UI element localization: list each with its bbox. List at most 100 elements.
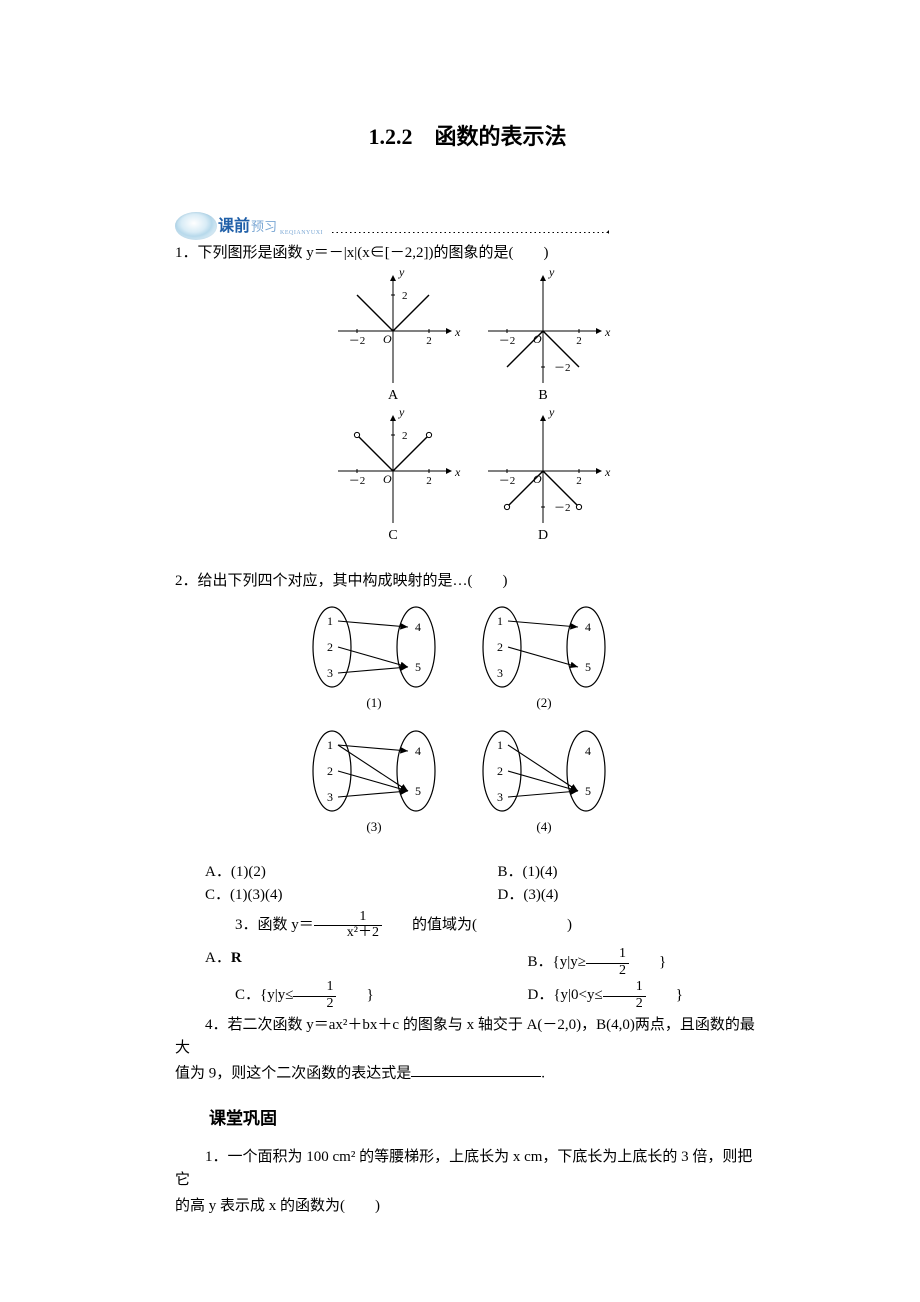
q3-opt-d-num: 1	[603, 980, 646, 997]
svg-text:4: 4	[585, 744, 591, 758]
q2-stem: 2．给出下列四个对应，其中构成映射的是…( )	[175, 570, 760, 593]
q3-opt-c-pre: C．{y|y≤	[205, 984, 293, 1007]
banner-big: 课前	[218, 215, 250, 240]
q3-opt-c-frac: 1 2	[293, 980, 336, 1011]
q3-suf: )	[537, 914, 572, 937]
svg-text:D: D	[537, 528, 547, 543]
banner-text: 课前 预习 KEQIANYUXI	[218, 215, 323, 240]
banner-dotted-line	[329, 228, 609, 236]
q3-opt-b-frac: 1 2	[586, 947, 629, 978]
q3-opt-d-den: 2	[603, 997, 646, 1012]
q3-opt-c-suf: }	[336, 984, 373, 1007]
svg-text:－2: －2	[554, 502, 571, 514]
q2-suffix: )	[503, 573, 508, 589]
q3-pre: 3．函数 y＝	[205, 914, 314, 937]
svg-text:4: 4	[415, 620, 421, 634]
svg-text:2: 2	[497, 764, 503, 778]
svg-text:O: O	[383, 332, 392, 346]
svg-text:2: 2	[576, 335, 582, 347]
q3-frac-num: 1	[314, 910, 382, 927]
svg-text:3: 3	[497, 666, 503, 680]
q4-line2: 值为 9，则这个二次函数的表达式是.	[175, 1062, 760, 1086]
svg-text:3: 3	[327, 666, 333, 680]
q2-opt-d: D．(3)(4)	[468, 884, 761, 907]
svg-text:(1): (1)	[366, 695, 381, 710]
svg-text:x: x	[454, 465, 461, 479]
svg-text:－2: －2	[498, 475, 515, 487]
q2-figures: 12345(1)12345(2)12345(3)12345(4)	[175, 597, 760, 859]
svg-text:(3): (3)	[366, 819, 381, 834]
q2-opt-c: C．(1)(3)(4)	[175, 884, 468, 907]
q2-text: 2．给出下列四个对应，其中构成映射的是…(	[175, 573, 473, 589]
svg-text:1: 1	[497, 738, 503, 752]
svg-text:－2: －2	[554, 362, 571, 374]
svg-text:2: 2	[327, 764, 333, 778]
svg-text:x: x	[604, 465, 611, 479]
svg-text:y: y	[548, 269, 555, 279]
svg-text:y: y	[398, 269, 405, 279]
banner-small: 预习	[251, 217, 277, 237]
svg-text:4: 4	[415, 744, 421, 758]
svg-text:1: 1	[327, 614, 333, 628]
svg-text:5: 5	[415, 660, 421, 674]
svg-text:1: 1	[497, 614, 503, 628]
q3-stem: 3．函数 y＝ 1 x²＋2 的值域为( )	[175, 910, 760, 941]
q3-opt-c: C．{y|y≤ 1 2 }	[175, 980, 468, 1011]
svg-text:－2: －2	[348, 475, 365, 487]
q3-opt-a-label: A．	[205, 950, 231, 966]
svg-text:(2): (2)	[536, 695, 551, 710]
s2q1-line2-suf: )	[375, 1198, 380, 1214]
svg-text:B: B	[538, 388, 547, 403]
s2q1-line2: 的高 y 表示成 x 的函数为( )	[175, 1195, 760, 1218]
q3-opt-a: A．R	[175, 947, 468, 978]
q4-line2-suf: .	[541, 1065, 545, 1081]
svg-text:x: x	[454, 325, 461, 339]
q2-options: A．(1)(2) B．(1)(4) C．(1)(3)(4) D．(3)(4)	[175, 861, 760, 908]
section-consolidate: 课堂巩固	[209, 1106, 760, 1132]
preview-banner: 课前 预习 KEQIANYUXI	[175, 212, 760, 240]
q3-mid: 的值域为(	[382, 914, 477, 937]
q3-opt-b-suf: }	[629, 951, 666, 974]
svg-text:3: 3	[497, 790, 503, 804]
swirl-icon	[175, 212, 217, 240]
svg-text:2: 2	[402, 430, 408, 442]
svg-text:x: x	[604, 325, 611, 339]
q2-opt-b: B．(1)(4)	[468, 861, 761, 884]
q2-opt-a: A．(1)(2)	[175, 861, 468, 884]
svg-text:y: y	[548, 405, 555, 419]
q3-opt-c-den: 2	[293, 997, 336, 1012]
svg-text:5: 5	[585, 784, 591, 798]
q3-options-row1: A．R B．{y|y≥ 1 2 }	[175, 947, 760, 978]
svg-text:3: 3	[327, 790, 333, 804]
svg-text:C: C	[388, 528, 397, 543]
s2q1-line2-pre: 的高 y 表示成 x 的函数为(	[175, 1198, 345, 1214]
s2q1-line1: 1．一个面积为 100 cm² 的等腰梯形，上底长为 x cm，下底长为上底长的…	[175, 1146, 760, 1193]
banner-pinyin: KEQIANYUXI	[280, 229, 323, 238]
q1-stem: 1．下列图形是函数 y＝－|x|(x∈[－2,2])的图象的是( )	[175, 242, 760, 265]
q1-suffix: )	[543, 245, 548, 261]
q1-figures: －222OxyA－22－2OxyB－222OxyC－22－2OxyD	[175, 269, 760, 567]
svg-text:5: 5	[585, 660, 591, 674]
svg-text:5: 5	[415, 784, 421, 798]
svg-text:A: A	[387, 388, 398, 403]
q3-opt-d-pre: D．{y|0<y≤	[498, 984, 603, 1007]
q3-opt-b-num: 1	[586, 947, 629, 964]
svg-text:1: 1	[327, 738, 333, 752]
q3-opt-c-num: 1	[293, 980, 336, 997]
q3-frac-den: x²＋2	[314, 926, 382, 941]
svg-text:4: 4	[585, 620, 591, 634]
q3-opt-d-frac: 1 2	[603, 980, 646, 1011]
svg-text:－2: －2	[498, 335, 515, 347]
svg-text:O: O	[383, 472, 392, 486]
q3-opt-a-bold: R	[231, 950, 242, 966]
svg-text:(4): (4)	[536, 819, 551, 834]
page-title: 1.2.2 函数的表示法	[175, 120, 760, 154]
svg-text:2: 2	[426, 335, 432, 347]
svg-text:2: 2	[426, 475, 432, 487]
q4-blank	[411, 1062, 541, 1077]
svg-text:2: 2	[576, 475, 582, 487]
q1-text: 1．下列图形是函数 y＝－|x|(x∈[－2,2])的图象的是(	[175, 245, 513, 261]
q4-line1: 4．若二次函数 y＝ax²＋bx＋c 的图象与 x 轴交于 A(－2,0)，B(…	[175, 1014, 760, 1061]
q3-opt-b-pre: B．{y|y≥	[498, 951, 586, 974]
q3-fraction: 1 x²＋2	[314, 910, 382, 941]
